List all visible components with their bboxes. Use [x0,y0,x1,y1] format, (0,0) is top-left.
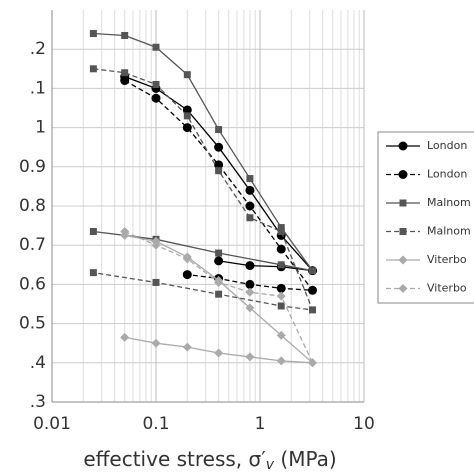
legend-marker [399,228,407,235]
x-tick-label: 1 [255,414,266,434]
y-tick-label: 0.9 [19,157,46,177]
grid [51,10,365,403]
x-label-text: effective stress, σ′ [83,447,266,471]
point [215,290,223,298]
point [277,227,285,235]
point [245,303,255,313]
legend-marker [398,284,408,293]
point [309,267,317,275]
point [214,348,224,358]
point [152,43,160,51]
point [183,112,191,120]
y-tick-label: 0.5 [19,314,46,334]
legend: London London Malnom Malnom Viterbo Viterbo [377,131,474,304]
y-tick-label: .2 [30,39,46,59]
point [277,302,285,310]
point [214,256,224,266]
point [276,283,286,293]
point [246,214,254,222]
line [93,32,315,272]
point [182,270,192,280]
point [89,30,97,38]
point [182,105,192,115]
y-tick-label: 1 [35,118,46,138]
point [245,279,255,289]
x-tick-label: 0.01 [33,414,71,434]
point [215,249,223,257]
y-tick-label: 0.6 [19,274,46,294]
point [183,71,191,79]
point [276,244,286,254]
point [89,65,97,73]
point [151,93,161,103]
point [245,261,255,271]
point [214,142,224,152]
point [245,185,255,195]
point [277,261,285,269]
line [93,68,314,311]
point [89,269,97,277]
legend-label: Viterbo [427,253,467,266]
point [89,227,97,235]
point [308,358,318,368]
point [276,330,286,340]
point [182,342,192,352]
point [182,123,192,133]
series [120,226,318,368]
series [89,65,317,314]
series [120,76,318,295]
point [309,306,317,314]
point [245,352,255,362]
point [120,332,130,342]
point [215,126,223,134]
point [214,277,224,287]
x-tick-label: 10 [353,414,375,434]
legend-label: Viterbo [427,282,467,295]
point [151,338,161,348]
point [120,226,130,236]
x-label-subscript: v [266,457,275,473]
y-tick-label: 0.7 [19,235,46,255]
point [121,69,129,77]
y-tick-label: 0.8 [19,196,46,216]
point [277,224,285,232]
point [152,278,160,286]
legend-marker [398,141,408,151]
legend-label: London [427,139,467,152]
point [276,356,286,366]
y-tick-label: .4 [30,353,46,373]
point [121,31,129,39]
point [120,76,130,86]
point [245,287,255,297]
legend-marker [398,170,408,179]
legend-label: London [427,168,467,181]
point [151,240,161,250]
series [89,30,317,275]
point [215,167,223,175]
y-tick-label: .1 [30,78,46,98]
line [124,76,315,272]
y-tick-label: .3 [30,392,46,412]
point [245,201,255,211]
legend-label: Malnom [427,225,471,238]
point [246,175,254,183]
point [276,291,286,301]
x-axis-label: effective stress, σ′v (MPa) [83,447,336,474]
x-tick-label: 0.1 [142,414,169,434]
x-label-unit: (MPa) [274,447,337,471]
legend-marker [399,199,407,207]
legend-marker [398,255,408,265]
legend-label: Malnom [427,196,471,209]
legend-box [377,131,474,304]
point [152,80,160,88]
point [182,254,192,264]
point [308,285,318,295]
